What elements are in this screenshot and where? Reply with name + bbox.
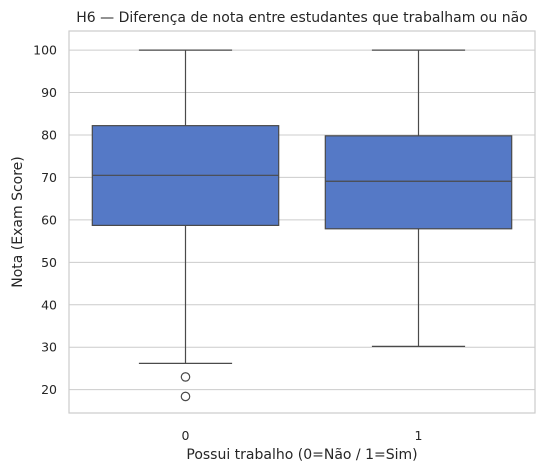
x-axis-label: Possui trabalho (0=Não / 1=Sim) — [186, 447, 417, 463]
tick-layer: 20 30 40 50 60 70 80 90 100 0 1 — [33, 43, 422, 443]
outlier-point — [180, 372, 191, 382]
chart-title: H6 — Diferença de nota entre estudantes … — [76, 10, 528, 26]
y-tick-label: 90 — [41, 85, 57, 100]
outlier-point — [180, 391, 191, 402]
box-iqr — [324, 135, 513, 230]
y-tick-label: 30 — [41, 340, 57, 355]
plot-frame — [68, 30, 536, 414]
y-tick-label: 70 — [41, 170, 57, 185]
box-group-1 — [324, 49, 513, 347]
y-tick-label: 80 — [41, 127, 57, 142]
y-axis-label: Nota (Exam Score) — [10, 156, 26, 288]
y-tick-label: 40 — [41, 297, 57, 312]
y-tick-label: 50 — [41, 255, 57, 270]
y-tick-label: 100 — [33, 43, 57, 58]
y-tick-label: 20 — [41, 382, 57, 397]
box-layer — [91, 49, 513, 402]
x-tick-label: 0 — [182, 428, 190, 443]
y-tick-label: 60 — [41, 212, 57, 227]
box-group-0 — [91, 49, 280, 402]
x-tick-label: 1 — [415, 428, 423, 443]
